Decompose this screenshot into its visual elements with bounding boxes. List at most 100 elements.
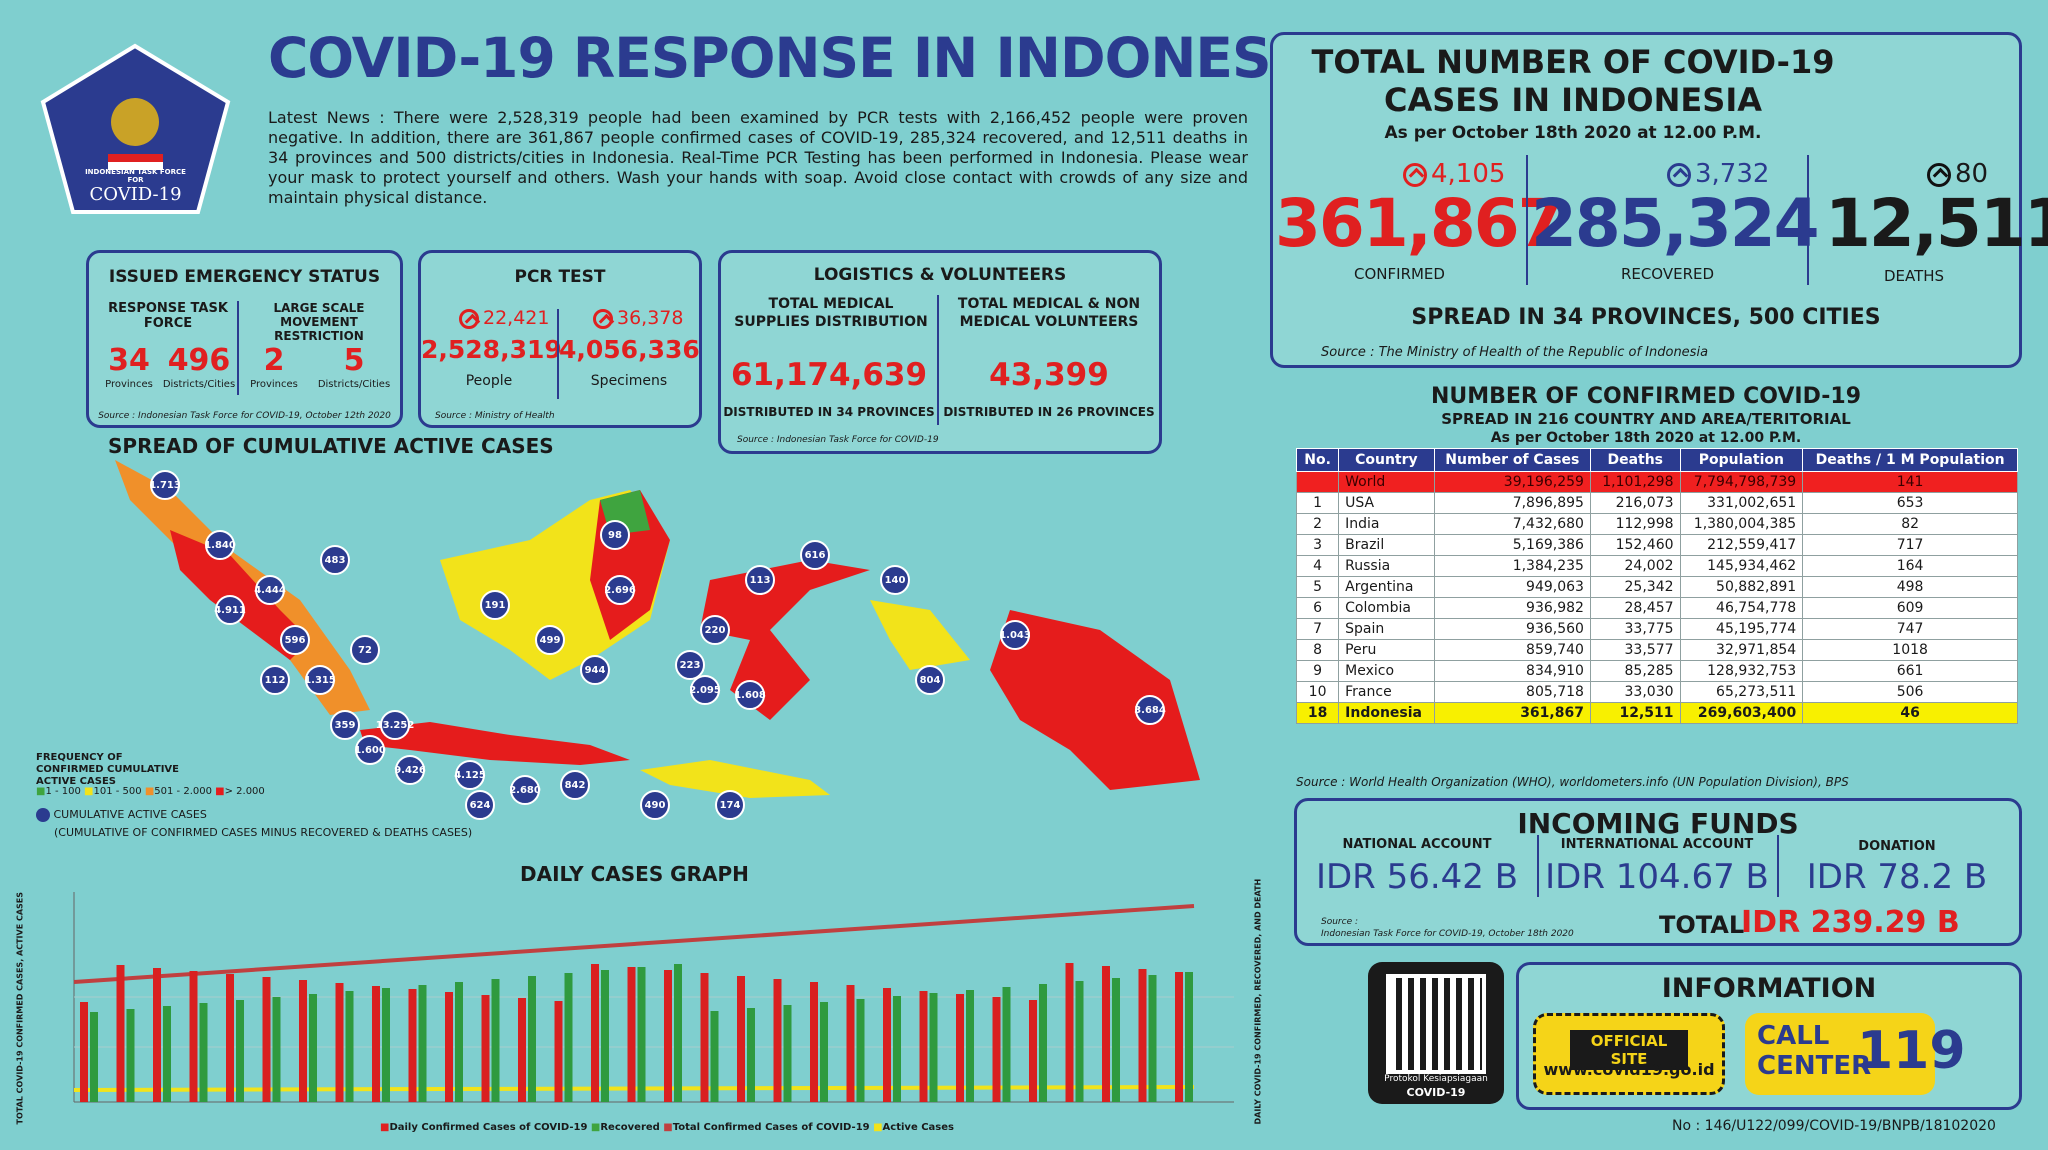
spread-text: SPREAD IN 34 PROVINCES, 500 CITIES — [1411, 305, 1881, 330]
table-cell: Mexico — [1338, 660, 1435, 682]
daily-confirmed-bar — [408, 989, 417, 1102]
table-cell: 65,273,511 — [1679, 681, 1804, 703]
pcr-people-increase: 22,421 — [459, 307, 549, 329]
table-cell: 361,867 — [1433, 702, 1591, 724]
table-cell: 7,432,680 — [1433, 513, 1591, 535]
cumulative-cases-dot: 2.696 — [604, 575, 636, 605]
logo-text-small: INDONESIAN TASK FORCE FOR — [85, 168, 186, 184]
page-title: COVID-19 RESPONSE IN INDONESIA — [268, 26, 1333, 90]
nusa-tenggara — [640, 760, 830, 798]
tf-districts-value: 496 — [167, 343, 231, 378]
legend-total-swatch: ■ — [663, 1122, 673, 1133]
table-cell: India — [1338, 513, 1435, 535]
cumulative-cases-dot: 72 — [350, 635, 380, 665]
task-force-logo: INDONESIAN TASK FORCE FOR COVID-19 — [38, 42, 233, 217]
recovered-label: RECOVERED — [1620, 265, 1715, 283]
volunteers-value: 43,399 — [989, 357, 1109, 393]
table-cell: 747 — [1802, 618, 2018, 640]
official-site-url[interactable]: www.covid19.go.id — [1543, 1060, 1715, 1079]
recovered-bar — [1185, 972, 1193, 1102]
world-date: As per October 18th 2020 at 12.00 P.M. — [1490, 430, 1802, 446]
daily-confirmed-bar — [226, 974, 234, 1102]
table-cell: 152,460 — [1589, 534, 1681, 556]
cumulative-cases-dot: 113 — [745, 565, 775, 595]
map-title: SPREAD OF CUMULATIVE ACTIVE CASES — [108, 434, 554, 458]
pcr-test-panel: PCR TEST 22,421 36,378 2,528,319 4,056,3… — [418, 250, 702, 428]
legend-active-swatch: ■ — [873, 1122, 883, 1133]
daily-confirmed-bar — [335, 983, 344, 1102]
daily-confirmed-bar — [1102, 966, 1110, 1102]
daily-confirmed-bar — [627, 967, 636, 1102]
table-cell: 1018 — [1802, 639, 2018, 661]
recovered-bar — [820, 1002, 828, 1102]
recovered-bar — [126, 1009, 135, 1102]
pcr-title: PCR TEST — [514, 267, 606, 287]
logo-text-covid: COVID-19 — [89, 184, 182, 205]
daily-confirmed-bar — [445, 992, 453, 1102]
table-cell: World — [1338, 471, 1435, 493]
cumulative-cases-dot: 220 — [700, 615, 730, 645]
table-cell: 7 — [1295, 618, 1340, 640]
dot-legend-icon — [36, 808, 50, 822]
recovered-bar — [199, 1003, 208, 1102]
total-cases-panel: TOTAL NUMBER OF COVID-19 CASES IN INDONE… — [1270, 32, 2048, 368]
psbb-provinces-label: Provinces — [250, 379, 298, 390]
table-cell: 32,971,854 — [1679, 639, 1804, 661]
daily-confirmed-bar — [116, 965, 125, 1102]
pcr-source: Source : Ministry of Health — [435, 411, 555, 421]
table-row: 9 Mexico 834,910 85,285 128,932,753 661 — [1295, 660, 2018, 682]
official-site-button[interactable]: OFFICIAL SITE www.covid19.go.id — [1533, 1013, 1725, 1095]
daily-confirmed-bar — [700, 973, 709, 1102]
recovered-bar — [710, 1011, 719, 1102]
table-cell: 33,030 — [1589, 681, 1681, 703]
daily-confirmed-bar — [1029, 1000, 1037, 1102]
cumulative-cases-dot: 1.713 — [149, 470, 181, 500]
logistics-panel: LOGISTICS & VOLUNTEERS TOTAL MEDICAL SUP… — [718, 250, 1162, 454]
table-cell: 3 — [1295, 534, 1340, 556]
call-center-button[interactable]: CALL CENTER 119 — [1745, 1013, 1966, 1095]
graph-y-left-label: TOTAL COVID-19 CONFIRMED CASES, ACTIVE C… — [15, 891, 25, 1125]
table-cell: 661 — [1802, 660, 2018, 682]
total-funds-label: TOTAL — [1659, 911, 1745, 939]
recovered-bar — [893, 996, 901, 1102]
daily-cases-graph — [73, 892, 1234, 1103]
funds-source: Indonesian Task Force for COVID-19, Octo… — [1321, 929, 1574, 939]
table-header: Country — [1338, 448, 1435, 472]
cumulative-cases-dot: 804 — [915, 665, 945, 695]
table-cell: 936,982 — [1433, 597, 1591, 619]
table-cell: 936,560 — [1433, 618, 1591, 640]
tf-districts-label: Districts/Cities — [162, 379, 236, 390]
qr-card[interactable]: Protokol Kesiapsiagaan COVID-19 — [1368, 962, 1504, 1104]
recovered-increase: 3,732 — [1667, 159, 1769, 189]
cumulative-cases-dot: 359 — [330, 710, 360, 740]
total-funds-value: IDR 239.29 B — [1741, 905, 1960, 940]
supplies-label: TOTAL MEDICAL SUPPLIES DISTRIBUTION — [734, 296, 928, 330]
maluku-islands — [870, 600, 970, 670]
table-cell: 128,932,753 — [1679, 660, 1804, 682]
increase-icon — [1927, 162, 1951, 187]
table-cell: 5,169,386 — [1433, 534, 1591, 556]
latest-news: Latest News : There were 2,528,319 peopl… — [268, 108, 1248, 207]
totals-source: Source : The Ministry of Health of the R… — [1321, 345, 1709, 360]
map-legend-title: FREQUENCY OF CONFIRMED CUMULATIVE ACTIVE… — [36, 752, 180, 787]
recovered-bar — [1112, 978, 1120, 1102]
daily-confirmed-bar — [846, 985, 855, 1102]
table-cell: 4 — [1295, 555, 1340, 577]
deaths-increase: 80 — [1927, 159, 1988, 189]
tf-provinces-label: Provinces — [105, 379, 153, 390]
increase-icon — [459, 308, 479, 329]
table-cell: Colombia — [1338, 597, 1435, 619]
legend-swatch: ■ — [36, 786, 46, 797]
table-cell: 212,559,417 — [1679, 534, 1804, 556]
qr-code-icon — [1386, 974, 1486, 1074]
deaths-value: 12,511 — [1825, 185, 2048, 262]
recovered-bar — [1075, 981, 1084, 1102]
table-cell: 10 — [1295, 681, 1340, 703]
supplies-value: 61,174,639 — [730, 357, 928, 393]
legend-label: 1 - 100 — [45, 786, 85, 797]
funds-title: INCOMING FUNDS — [1517, 807, 1799, 840]
recovered-bar — [309, 994, 317, 1102]
table-cell: 8 — [1295, 639, 1340, 661]
psbb-districts-label: Districts/Cities — [317, 379, 391, 390]
cumulative-cases-dot: 191 — [480, 590, 510, 620]
